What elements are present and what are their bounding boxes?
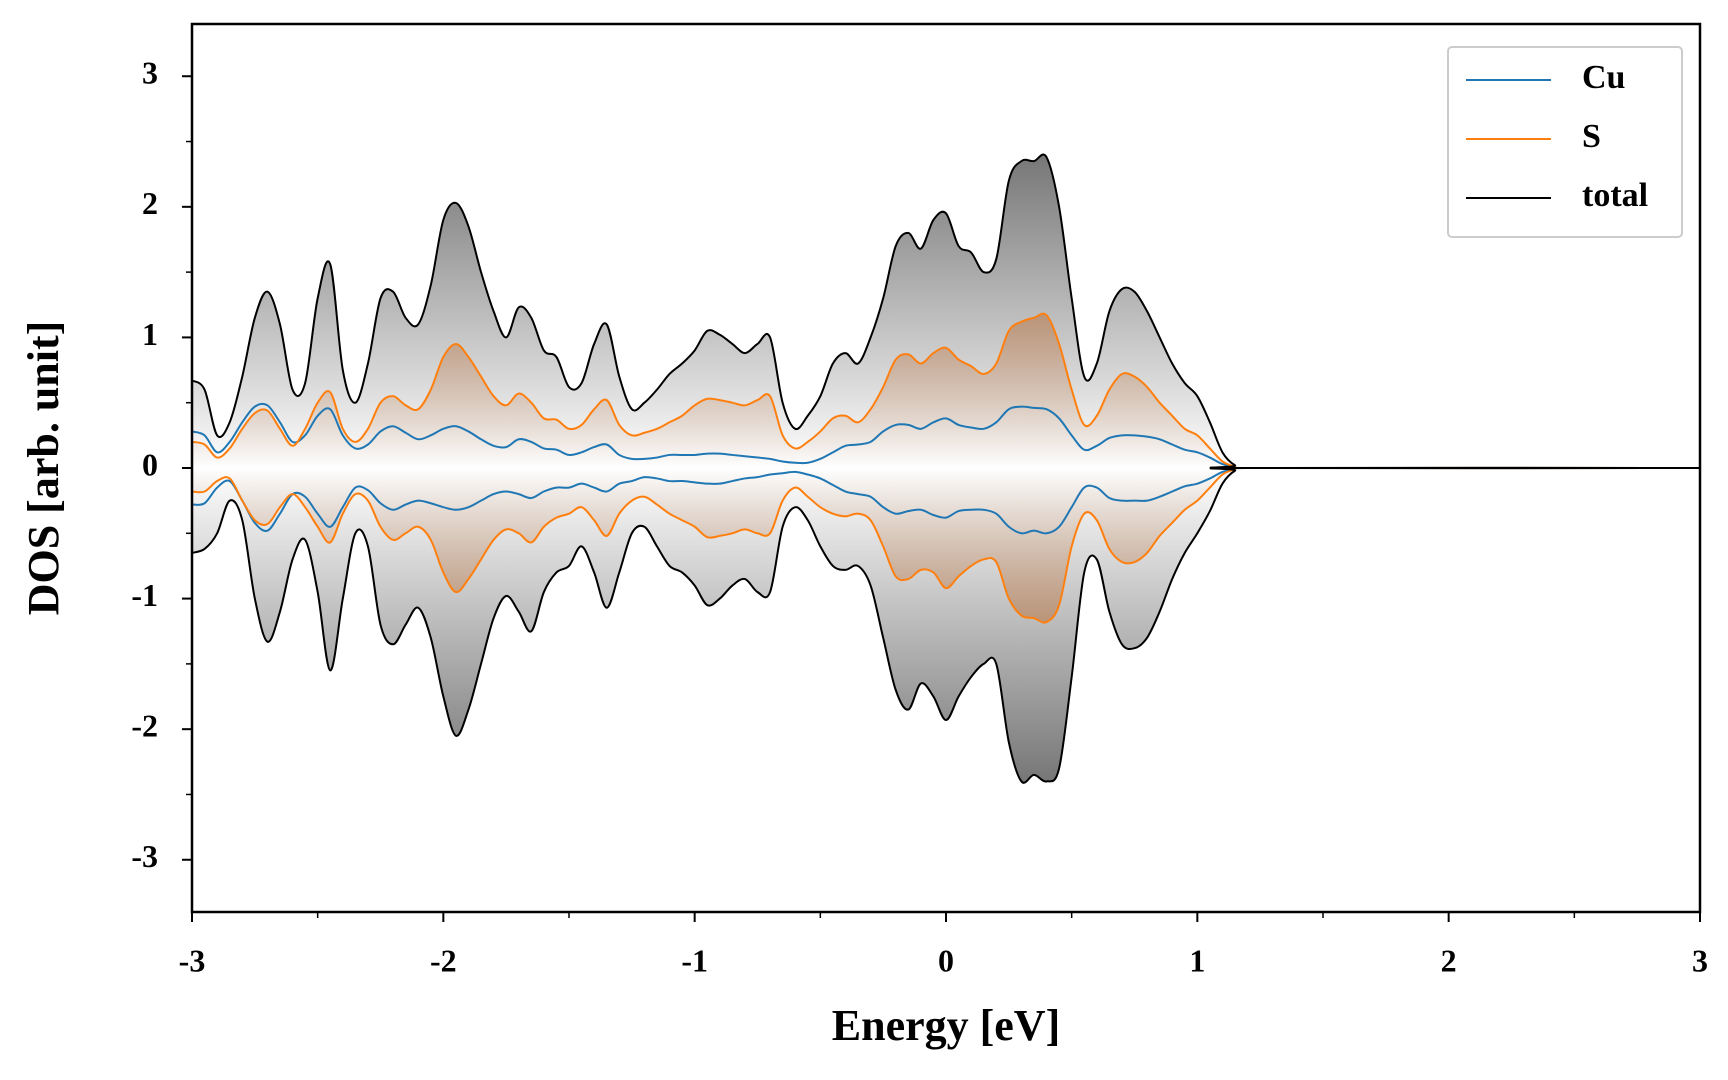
area-fill bbox=[192, 467, 1700, 783]
legend-label: S bbox=[1582, 118, 1601, 155]
x-tick-label: -3 bbox=[179, 942, 206, 978]
area-fill bbox=[192, 154, 1700, 469]
legend-box bbox=[1447, 46, 1683, 238]
legend-label: total bbox=[1582, 177, 1648, 214]
y-tick-label: 1 bbox=[142, 316, 158, 352]
y-tick-label: 2 bbox=[142, 185, 158, 221]
x-axis-label: Energy [eV] bbox=[832, 1001, 1061, 1050]
dos-line bbox=[191, 402, 1701, 470]
x-tick-label: 0 bbox=[938, 942, 954, 978]
dos-line bbox=[191, 153, 1701, 470]
x-tick-label: 2 bbox=[1441, 942, 1457, 978]
y-tick-label: 0 bbox=[142, 446, 158, 482]
x-tick-label: 3 bbox=[1692, 942, 1708, 978]
y-axis-label: DOS [arb. unit] bbox=[19, 321, 68, 616]
area-fill bbox=[192, 467, 1700, 623]
dos-line bbox=[191, 466, 1701, 535]
x-tick-label: -1 bbox=[681, 942, 708, 978]
dos-line bbox=[191, 466, 1701, 784]
x-tick-label: -2 bbox=[430, 942, 457, 978]
y-tick-label: 3 bbox=[142, 55, 158, 91]
dos-line bbox=[191, 466, 1701, 624]
dos-line bbox=[191, 312, 1701, 470]
y-tick-label: -2 bbox=[131, 708, 158, 744]
legend-label: Cu bbox=[1582, 59, 1625, 96]
y-tick-label: -1 bbox=[131, 577, 158, 613]
y-tick-label: -3 bbox=[131, 838, 158, 874]
plot-area bbox=[191, 153, 1701, 784]
x-tick-label: 1 bbox=[1189, 942, 1205, 978]
